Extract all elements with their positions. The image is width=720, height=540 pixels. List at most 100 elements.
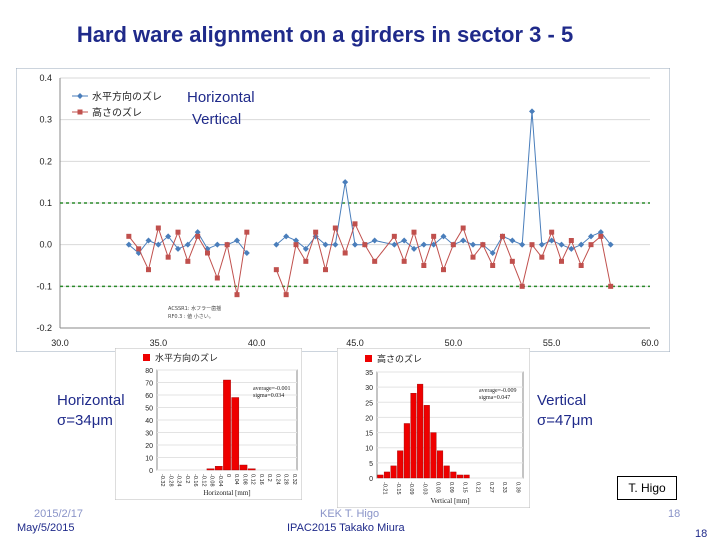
data-point [441, 267, 446, 273]
data-point [588, 242, 594, 248]
hist-y-tick-label: 0 [369, 476, 373, 483]
y-tick-label: 0.1 [39, 198, 52, 208]
hist-bar [410, 393, 417, 479]
hist-x-tick-label: 0.09 [448, 482, 454, 493]
data-point [539, 254, 545, 260]
y-tick-label: -0.2 [36, 323, 52, 333]
hist-x-axis-label: Vertical [mm] [430, 497, 469, 505]
hist-bar [231, 397, 240, 471]
hist-y-tick-label: 30 [145, 431, 153, 438]
hist-x-tick-label: -0.08 [209, 474, 215, 487]
hist-x-tick-label: 0.33 [501, 482, 507, 493]
hist-y-tick-label: 50 [145, 406, 153, 413]
hist-bar [206, 468, 215, 471]
data-point [165, 254, 171, 260]
data-point [371, 237, 378, 244]
hist-y-tick-label: 35 [365, 370, 373, 377]
data-point [273, 241, 280, 248]
data-point [411, 245, 417, 252]
inner-note: RF0.3 : 値 小さい。 [168, 313, 214, 320]
hist-v-sigma: σ=47μm [537, 412, 593, 429]
data-point [126, 233, 132, 239]
hist-x-tick-label: -0.24 [176, 474, 182, 487]
data-point [420, 241, 427, 248]
hist-bar [456, 474, 463, 479]
data-point [460, 225, 466, 231]
hist-y-tick-label: 70 [145, 381, 153, 388]
data-point [205, 250, 210, 256]
hist-y-tick-label: 20 [145, 443, 153, 450]
hist-x-tick-label: 0.28 [283, 474, 289, 485]
y-tick-label: 0.2 [39, 156, 52, 166]
x-tick-label: 50.0 [445, 338, 463, 348]
data-point [145, 237, 152, 244]
data-point [391, 241, 398, 248]
data-point [558, 241, 565, 248]
data-point [352, 241, 358, 248]
data-point [283, 292, 289, 298]
hist-frame [337, 348, 530, 508]
hist-bar [417, 383, 424, 479]
hist-bar [463, 474, 470, 479]
hist-x-tick-label: -0.03 [421, 482, 427, 495]
data-point [529, 108, 535, 115]
hist-y-tick-label: 10 [365, 446, 373, 453]
legend-swatch-marker [77, 93, 83, 99]
data-point [342, 179, 349, 186]
data-point [470, 254, 476, 260]
hist-bar [383, 471, 390, 479]
hist-y-tick-label: 25 [365, 400, 373, 407]
data-point [332, 225, 338, 231]
hist-bar [377, 474, 384, 479]
hist-bar [443, 465, 450, 479]
inner-note: ACSSR1: 水フラー歯揺 [168, 305, 221, 312]
y-tick-label: 0.3 [39, 115, 52, 125]
data-point [460, 237, 467, 244]
page-title: Hard ware alignment on a girders in sect… [76, 22, 574, 47]
data-point [195, 233, 201, 239]
hist-x-tick-label: -0.15 [395, 482, 401, 495]
x-tick-label: 60.0 [641, 338, 659, 348]
data-point [185, 258, 191, 264]
data-point [184, 241, 191, 248]
data-point [391, 233, 397, 239]
data-point [470, 241, 476, 248]
data-point [401, 237, 408, 244]
histogram-vertical: 高さのズレ 35 30 25 20 15 10 5 0 -0.21 -0.15 -0.09 -0.03 0… [337, 348, 530, 508]
hist-y-tick-label: 20 [365, 415, 373, 422]
hist-x-tick-label: 0.04 [233, 474, 239, 485]
legend-label: 水平方向のズレ [92, 90, 162, 103]
data-point [597, 229, 604, 236]
hist-bar [247, 468, 256, 471]
data-point [332, 241, 339, 248]
hist-x-tick-label: 0.16 [258, 474, 264, 485]
hist-bar [214, 466, 223, 471]
footer-date: May/5/2015 [17, 522, 75, 534]
data-point [293, 242, 299, 248]
hist-x-tick-label: 0.39 [514, 482, 520, 493]
hist-x-tick-label: -0.16 [192, 474, 198, 487]
data-point [283, 233, 290, 240]
data-point [214, 241, 221, 248]
data-point [588, 233, 594, 240]
data-point [608, 283, 614, 289]
x-tick-label: 40.0 [248, 338, 266, 348]
data-point [519, 283, 525, 289]
data-point [323, 267, 328, 273]
data-point [568, 245, 575, 252]
data-point [401, 258, 407, 264]
x-tick-label: 45.0 [346, 338, 364, 348]
data-point [273, 267, 279, 273]
data-point [136, 246, 142, 252]
x-tick-label: 55.0 [543, 338, 561, 348]
data-point [430, 241, 437, 248]
hist-y-tick-label: 80 [145, 368, 153, 375]
chart-frame [16, 68, 670, 352]
data-point [313, 229, 319, 235]
hist-stat-average: average=-0.009 [479, 388, 517, 394]
hist-y-tick-label: 60 [145, 393, 153, 400]
data-point [440, 233, 447, 240]
footer-date-old: 2015/2/17 [34, 508, 83, 520]
hist-x-tick-label: -0.28 [167, 474, 173, 487]
